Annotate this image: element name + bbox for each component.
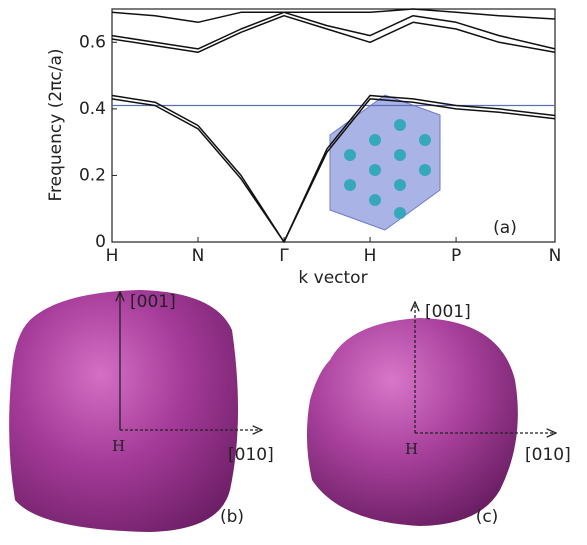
band-line: [111, 11, 556, 50]
band-line: [111, 98, 556, 243]
x-axis-label: k vector: [298, 268, 367, 288]
axis-label: [001]: [425, 302, 471, 322]
panel-label: (a): [493, 218, 517, 238]
x-tick-label: Γ: [279, 246, 289, 266]
shape-c: [306, 318, 518, 526]
band-line: [111, 94, 556, 243]
plot-frame: [111, 8, 556, 243]
x-tick-label: N: [192, 246, 205, 266]
panel-label: (c): [476, 507, 499, 527]
shape-b: [9, 290, 239, 532]
x-tick-label: P: [451, 246, 461, 266]
x-tick-label: N: [549, 246, 562, 266]
y-tick-label: 0.6: [79, 32, 106, 52]
axis-label: [010]: [525, 445, 571, 465]
y-tick-label: 0: [95, 232, 106, 252]
origin-label: H: [112, 437, 125, 455]
band-line: [111, 8, 556, 24]
axis-label: [001]: [130, 292, 176, 312]
panel-label: (b): [220, 507, 244, 527]
y-axis-label: Frequency (2πc/a): [46, 48, 66, 201]
x-tick-label: H: [106, 246, 119, 266]
y-tick-label: 0.4: [79, 99, 106, 119]
band-line: [111, 14, 556, 54]
x-tick-label: H: [364, 246, 377, 266]
y-tick-label: 0.2: [79, 165, 106, 185]
axis-label: [010]: [228, 445, 274, 465]
origin-label: H: [405, 440, 418, 458]
inset-lattice: [329, 94, 441, 231]
